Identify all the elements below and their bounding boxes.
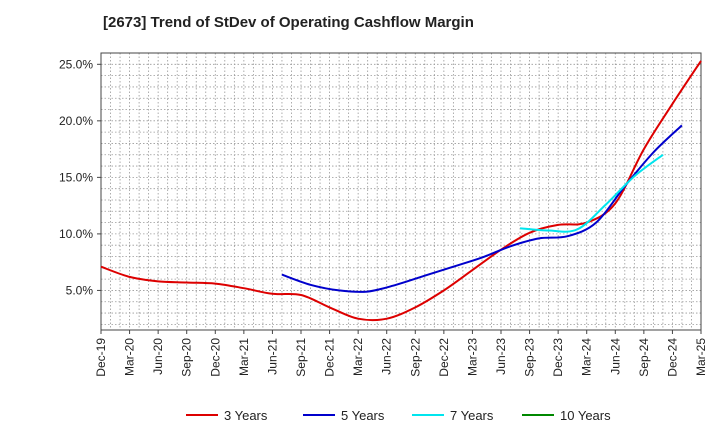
y-tick-label: 5.0% [66,283,94,297]
y-tick-label: 10.0% [59,227,93,241]
legend-label: 5 Years [341,408,385,423]
x-tick-label: Dec-19 [94,338,108,377]
x-tick-label: Mar-21 [237,338,251,376]
x-tick-label: Sep-20 [180,338,194,377]
x-tick-label: Mar-22 [351,338,365,376]
chart-title: [2673] Trend of StDev of Operating Cashf… [103,14,474,31]
x-tick-label: Jun-24 [608,338,622,375]
x-tick-label: Mar-20 [123,338,137,376]
x-tick-label: Sep-24 [637,338,651,377]
plot-frame [100,52,702,331]
x-tick-label: Dec-23 [551,338,565,377]
x-tick-label: Dec-24 [665,338,679,377]
x-tick-label: Mar-23 [465,338,479,376]
x-tick-label: Jun-22 [380,338,394,375]
x-tick-label: Sep-23 [523,338,537,377]
series-line-5-years [281,124,683,293]
y-tick-label: 20.0% [59,114,93,128]
series-line-7-years [520,153,664,233]
x-tick-label: Jun-23 [494,338,508,375]
x-tick-label: Sep-21 [294,338,308,377]
x-tick-label: Dec-21 [323,338,337,377]
x-tick-label: Mar-24 [580,338,594,376]
y-tick-label: 25.0% [59,57,93,71]
x-tick-label: Jun-20 [151,338,165,375]
legend-label: 7 Years [450,408,494,423]
x-tick-label: Dec-22 [437,338,451,377]
y-tick-label: 15.0% [59,170,93,184]
legend-label: 10 Years [560,408,611,423]
x-tick-label: Jun-21 [265,338,279,375]
legend-label: 3 Years [224,408,268,423]
x-tick-label: Dec-20 [208,338,222,377]
x-tick-label: Sep-22 [408,338,422,377]
plot-area [101,53,701,330]
x-tick-label: Mar-25 [694,338,708,376]
